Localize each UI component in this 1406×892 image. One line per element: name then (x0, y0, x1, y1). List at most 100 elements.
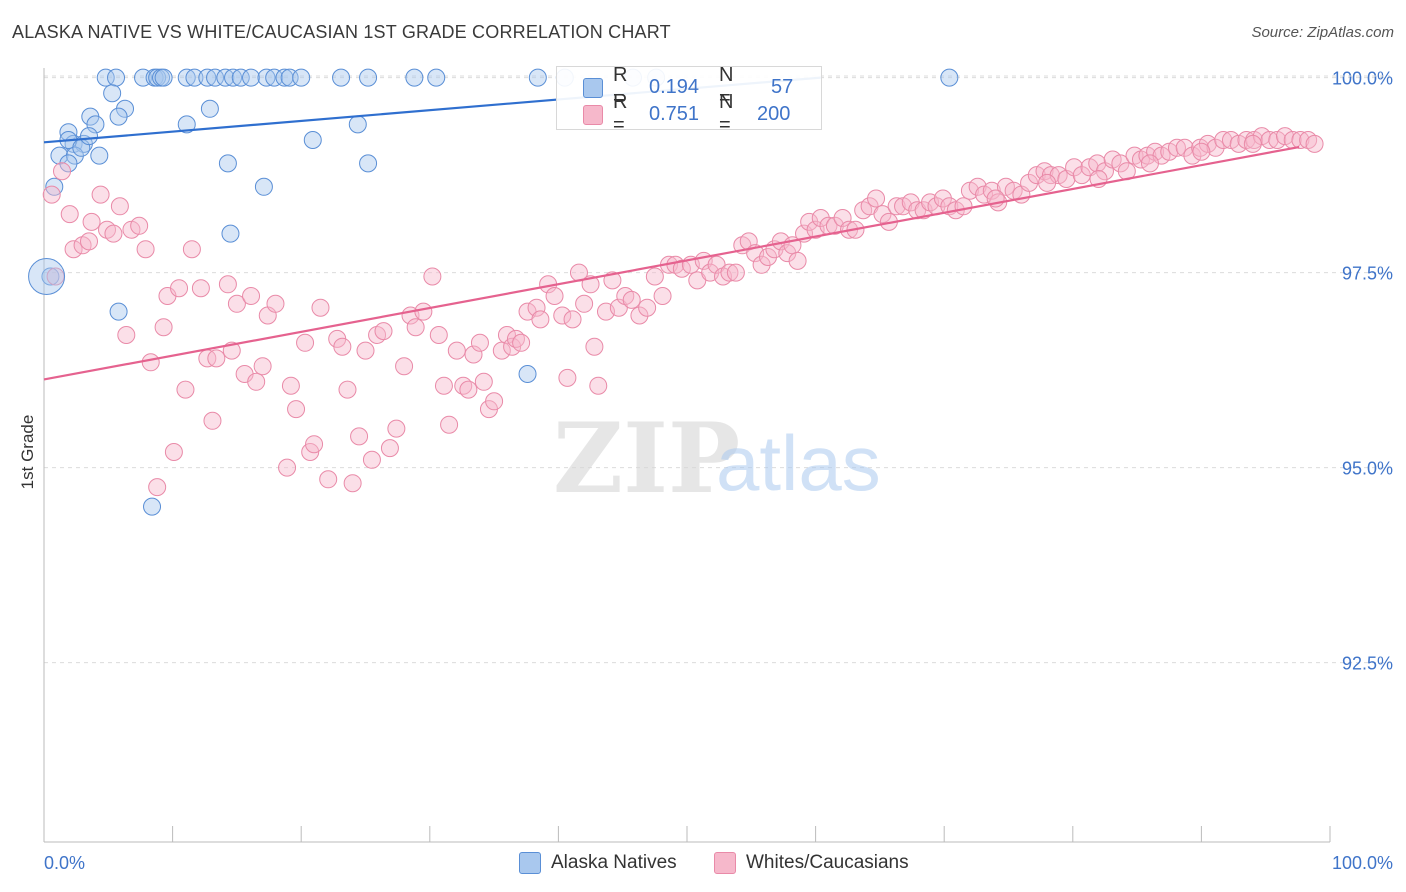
white-caucasian-point (287, 400, 306, 419)
alaska-native-point (254, 177, 273, 196)
white-caucasian-point (1167, 138, 1186, 157)
alaska-native-point (80, 127, 99, 146)
alaska-native-point (265, 68, 284, 87)
white-caucasian-trendline (43, 145, 1300, 381)
white-caucasian-point (387, 419, 406, 438)
legend-r-label: R = (613, 64, 628, 109)
alaska-native-point (257, 68, 276, 87)
legend-n-label: N = (719, 91, 734, 136)
alaska-native-point (242, 68, 261, 87)
alaska-native-point (218, 154, 237, 173)
legend-label-whites: Whites/Caucasians (746, 852, 909, 873)
white-caucasian-point (1214, 131, 1233, 149)
white-caucasian-point (434, 376, 453, 395)
white-caucasian-point (182, 240, 201, 259)
legend-swatch-pink (714, 852, 736, 874)
y-tick-label: 97.5% (1342, 264, 1393, 284)
white-caucasian-point (726, 263, 745, 282)
legend-r-label: R = (613, 91, 628, 136)
white-caucasian-point (720, 263, 739, 282)
white-caucasian-point (164, 443, 183, 461)
white-caucasian-point (1088, 154, 1107, 173)
white-caucasian-point (60, 205, 79, 224)
white-caucasian-point (356, 341, 375, 360)
white-caucasian-point (575, 294, 594, 313)
alaska-native-point (198, 68, 217, 87)
white-caucasian-point (406, 318, 425, 337)
watermark-atlas: atlas (716, 419, 881, 507)
legend-n-label: N = (719, 64, 734, 109)
white-caucasian-point (80, 232, 99, 251)
white-caucasian-point (380, 439, 399, 458)
white-caucasian-point (305, 435, 324, 454)
white-caucasian-point (497, 326, 516, 344)
white-caucasian-point (788, 251, 807, 270)
white-caucasian-point (470, 333, 489, 352)
alaska-native-point (90, 146, 109, 165)
white-caucasian-point (338, 380, 357, 399)
legend-item-alaska-natives: Alaska Natives (519, 852, 677, 874)
white-caucasian-point (833, 209, 852, 227)
chart-title: ALASKA NATIVE VS WHITE/CAUCASIAN 1ST GRA… (12, 22, 671, 42)
white-caucasian-point (311, 298, 330, 317)
white-caucasian-point (296, 333, 315, 352)
white-caucasian-point (1291, 131, 1310, 149)
white-caucasian-point (207, 349, 226, 368)
white-caucasian-point (630, 306, 649, 325)
alaska-native-point (427, 68, 446, 87)
white-caucasian-point (319, 470, 338, 489)
legend-r-value: 0.194 (649, 75, 700, 98)
white-caucasian-point (1305, 134, 1324, 153)
white-caucasian-point (585, 337, 604, 356)
white-caucasian-point (350, 427, 369, 446)
white-caucasian-point (104, 224, 123, 243)
alaska-native-point (940, 68, 959, 87)
white-caucasian-point (227, 294, 246, 313)
alaska-native-point (96, 68, 115, 87)
white-caucasian-point (887, 197, 906, 216)
alaska-native-point (148, 68, 167, 87)
alaska-native-point (177, 68, 196, 87)
white-caucasian-point (954, 197, 973, 216)
y-tick-label: 92.5% (1342, 654, 1393, 674)
alaska-native-point (292, 68, 311, 87)
alaska-native-point (86, 115, 105, 134)
white-caucasian-point (1206, 138, 1225, 157)
white-caucasian-point (278, 458, 297, 477)
white-caucasian-point (82, 212, 101, 231)
white-caucasian-point (130, 216, 149, 235)
white-caucasian-point (423, 267, 442, 286)
white-caucasian-point (645, 267, 664, 286)
white-caucasian-point (176, 380, 195, 399)
white-caucasian-point (64, 240, 83, 259)
white-caucasian-point (447, 341, 466, 360)
legend-item-whites: Whites/Caucasians (714, 852, 909, 874)
alaska-native-point (50, 146, 69, 165)
white-caucasian-point (253, 357, 272, 376)
white-caucasian-point (825, 216, 844, 235)
white-caucasian-point (333, 337, 352, 356)
white-caucasian-point (527, 298, 546, 317)
white-caucasian-point (1183, 146, 1202, 165)
white-caucasian-point (53, 162, 72, 181)
alaska-native-point (231, 68, 250, 87)
alaska-native-point (348, 115, 367, 134)
white-caucasian-point (440, 415, 459, 434)
white-caucasian-point (459, 380, 478, 399)
white-caucasian-point (1072, 166, 1091, 185)
white-caucasian-point (203, 411, 222, 430)
white-caucasian-point (589, 376, 608, 395)
white-caucasian-point (242, 287, 261, 305)
alaska-native-point (405, 68, 424, 87)
white-caucasian-point (464, 345, 483, 364)
white-caucasian-point (553, 306, 572, 325)
white-caucasian-point (1140, 154, 1159, 173)
white-caucasian-point (91, 185, 110, 204)
legend-n-value: 57 (771, 75, 794, 98)
alaska-native-point (103, 84, 122, 103)
alaska-native-point (109, 302, 128, 321)
white-caucasian-point (154, 318, 173, 337)
source-label: Source: ZipAtlas.com (1251, 24, 1394, 41)
white-caucasian-point (218, 275, 237, 294)
y-tick-label: 100.0% (1332, 69, 1393, 89)
